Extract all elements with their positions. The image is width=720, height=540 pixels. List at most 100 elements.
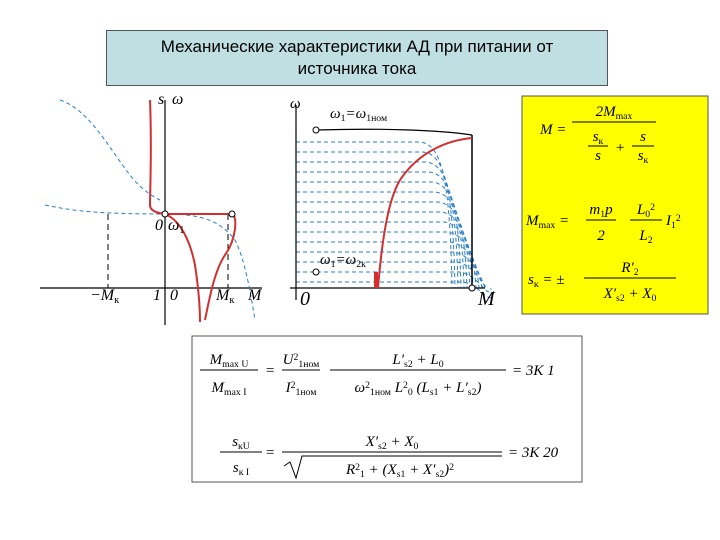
text-segment: M xyxy=(525,213,540,229)
formula-text: 0 xyxy=(300,288,310,310)
text-segment: s2 xyxy=(616,293,625,304)
formula-text: X′s2 + X0 xyxy=(365,434,419,452)
text-segment: 2 xyxy=(294,352,299,363)
formula-text: sкU xyxy=(232,434,250,452)
text-segment: s2 xyxy=(435,469,444,480)
text-segment: ) xyxy=(443,462,449,478)
formula-text: s xyxy=(640,129,646,145)
text-segment: s xyxy=(593,129,599,145)
text-segment: 1 xyxy=(600,209,605,220)
formula-text: m1p xyxy=(589,202,613,220)
formula-text: ω21ном L20 (Ls1 + L′s2) xyxy=(355,380,482,398)
formula-text: ω xyxy=(290,96,301,112)
formula-text: sк xyxy=(593,129,604,147)
text-segment: s xyxy=(233,460,239,476)
formula-box xyxy=(191,335,583,483)
curve xyxy=(296,201,471,289)
text-segment: 0 xyxy=(439,359,444,370)
text-segment: X′ xyxy=(603,286,617,302)
text-segment: s1 xyxy=(397,469,406,480)
curve xyxy=(59,99,161,201)
text-segment: + L′ xyxy=(439,380,469,396)
curve xyxy=(296,191,468,289)
formula-text: ω1=ω1ном xyxy=(330,106,387,124)
curve xyxy=(296,281,495,299)
formula-text: sк = ± xyxy=(528,272,564,290)
text-segment: s xyxy=(158,91,164,108)
curve xyxy=(377,137,473,289)
text-segment: = ± xyxy=(539,272,565,288)
text-segment: + X xyxy=(625,286,653,302)
formula-text: s xyxy=(158,91,164,108)
curve xyxy=(44,204,166,215)
text-segment: 1ном xyxy=(370,387,391,398)
text-segment: s xyxy=(232,434,238,450)
text-segment: max xyxy=(616,111,633,122)
text-segment: 1 xyxy=(331,259,336,270)
text-segment: 2 xyxy=(648,235,653,246)
formula-text: 0 xyxy=(170,287,178,304)
line xyxy=(315,128,473,136)
point xyxy=(312,126,320,134)
text-segment: к xyxy=(114,295,120,306)
formula-text: R′2 xyxy=(620,260,638,278)
formula-text: I12 xyxy=(665,213,681,231)
text-segment: 0 xyxy=(155,217,163,234)
formula-text: sк xyxy=(638,148,649,166)
text-segment: s1 xyxy=(430,387,439,398)
text-segment: ω xyxy=(355,380,366,396)
text-segment: 2 xyxy=(676,213,681,224)
formula-text: ω xyxy=(172,91,183,108)
text-segment: X′ xyxy=(365,434,379,450)
text-segment: L′ xyxy=(391,352,404,368)
text-segment: 2 xyxy=(449,462,454,473)
text-segment: 2 xyxy=(355,462,360,473)
text-segment: ω xyxy=(172,91,183,108)
curve xyxy=(296,271,492,293)
text-segment: s xyxy=(528,272,534,288)
text-segment: =ω xyxy=(335,252,356,268)
text-segment: 2 xyxy=(634,267,639,278)
text-segment: m xyxy=(589,202,600,218)
text-segment: U xyxy=(283,352,295,368)
formula-text: −Mк xyxy=(90,287,120,306)
curve xyxy=(164,213,201,323)
text-segment: + (X xyxy=(365,462,398,478)
text-segment: 0 xyxy=(652,293,657,304)
text-segment: M = xyxy=(539,122,566,138)
text-segment: 2 xyxy=(291,380,296,391)
text-segment: 1 xyxy=(671,220,676,231)
text-segment: 2M xyxy=(596,104,618,120)
formula-text: Mк xyxy=(215,287,235,306)
point xyxy=(312,268,320,276)
text-segment: = 3К 20 xyxy=(508,445,559,461)
curve xyxy=(148,99,237,321)
text-segment: 2 xyxy=(365,380,370,391)
formula-text: sк I xyxy=(233,460,249,478)
text-segment: ) xyxy=(475,380,481,396)
formula-text: 1 xyxy=(153,287,161,304)
text-segment: 0 xyxy=(414,441,419,452)
text-segment: I xyxy=(665,213,672,229)
curve xyxy=(296,141,453,289)
text-segment: кU xyxy=(238,441,250,452)
formula-text: ω1 xyxy=(168,217,185,236)
text-segment: + L xyxy=(413,352,439,368)
text-segment: (L xyxy=(413,380,430,396)
text-segment: 1ном xyxy=(298,359,319,370)
left-diagram xyxy=(40,99,262,325)
formula-text: Mmax U xyxy=(209,352,249,370)
text-segment: = xyxy=(265,363,275,379)
formula-text: M xyxy=(247,287,263,304)
formula-text: = 3К 20 xyxy=(508,445,559,461)
text-segment: 1 xyxy=(341,113,346,124)
text-segment: 2 xyxy=(403,380,408,391)
formula-text: M xyxy=(477,288,496,310)
text-segment: =ω xyxy=(345,106,366,122)
text-segment: max I xyxy=(224,387,246,398)
text-segment: −M xyxy=(90,287,116,304)
text-segment: M xyxy=(247,287,263,304)
title: Механические характеристики АД при питан… xyxy=(160,37,554,78)
